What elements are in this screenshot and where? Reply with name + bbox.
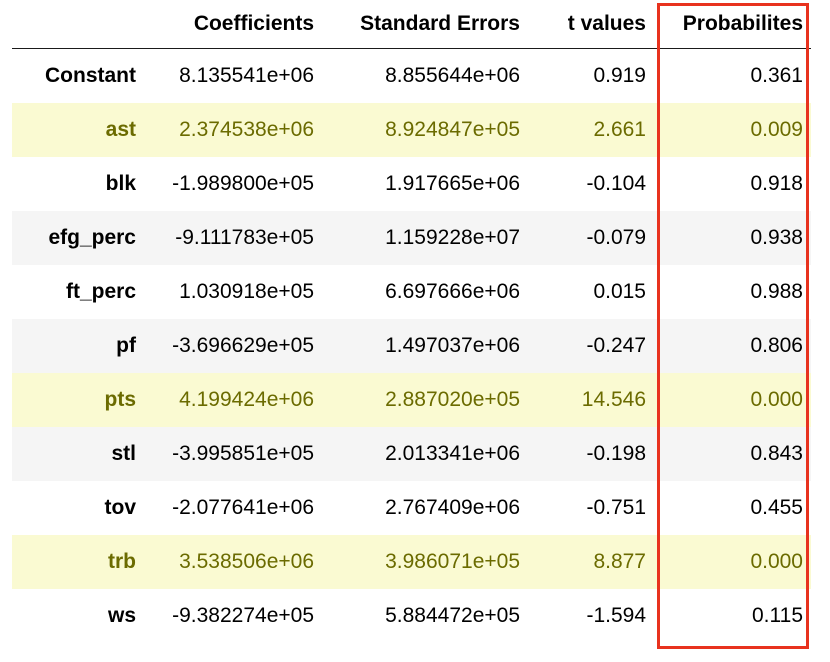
table-body: Constant 8.135541e+06 8.855644e+06 0.919 0.3… [12,48,811,643]
probability-cell: 0.000 [750,387,803,411]
row-label: ast [105,117,136,141]
row-label: pts [104,387,137,411]
standard-error-cell: 1.497037e+06 [385,333,520,357]
t-value-cell: 2.661 [593,117,646,141]
t-value-cell: -0.751 [586,495,646,519]
probability-cell: 0.988 [750,279,803,303]
t-value-cell: 0.015 [593,279,646,303]
standard-error-cell: 3.986071e+05 [385,549,520,573]
probability-cell: 0.455 [750,495,803,519]
coefficient-cell: -9.382274e+05 [172,603,314,627]
probability-cell: 0.918 [750,171,803,195]
t-value-cell: -0.104 [586,171,646,195]
table-row: pf -3.696629e+05 1.497037e+06 -0.247 0.806 [12,318,811,373]
row-label: Constant [45,63,136,87]
row-label: efg_perc [48,225,136,249]
standard-error-cell: 1.159228e+07 [385,225,520,249]
probability-cell: 0.000 [750,549,803,573]
coefficient-cell: 3.538506e+06 [179,549,314,573]
table-row: stl -3.995851e+05 2.013341e+06 -0.198 0.843 [12,426,811,481]
t-value-cell: -0.247 [586,333,646,357]
t-value-cell: -0.198 [586,441,646,465]
t-value-cell: -1.594 [586,603,646,627]
standard-error-cell: 8.924847e+05 [385,117,520,141]
header-standard-errors: Standard Errors [322,0,528,49]
table-row: trb 3.538506e+06 3.986071e+05 8.877 0.000 [12,534,811,589]
standard-error-cell: 1.917665e+06 [385,171,520,195]
t-value-cell: 8.877 [593,549,646,573]
row-label: tov [104,495,137,519]
coefficient-cell: -3.696629e+05 [172,333,314,357]
header-probabilites: Probabilites [654,0,811,49]
row-label: trb [108,549,136,573]
coefficient-cell: -1.989800e+05 [172,171,314,195]
header-coefficients: Coefficients [144,0,322,49]
header-row: Coefficients Standard Errors t values Pr… [12,0,811,49]
row-label: stl [111,441,136,465]
coefficient-cell: -2.077641e+06 [172,495,314,519]
standard-error-cell: 2.767409e+06 [385,495,520,519]
probability-cell: 0.361 [750,63,803,87]
standard-error-cell: 2.887020e+05 [385,387,520,411]
row-label: pf [116,333,136,357]
coefficient-cell: -3.995851e+05 [172,441,314,465]
standard-error-cell: 2.013341e+06 [385,441,520,465]
probability-cell: 0.806 [750,333,803,357]
standard-error-cell: 8.855644e+06 [385,63,520,87]
regression-results-table: Coefficients Standard Errors t values Pr… [12,0,811,643]
t-value-cell: 14.546 [581,387,646,411]
row-label: ws [107,603,136,627]
table-row: ws -9.382274e+05 5.884472e+05 -1.594 0.115 [12,588,811,643]
header-index [12,0,144,49]
probability-cell: 0.115 [752,603,803,627]
row-label: blk [105,171,136,195]
probability-cell: 0.009 [750,117,803,141]
probability-cell: 0.843 [750,441,803,465]
table-row: ft_perc 1.030918e+05 6.697666e+06 0.015 0.98… [12,264,811,319]
probability-cell: 0.938 [750,225,803,249]
t-value-cell: -0.079 [586,225,646,249]
standard-error-cell: 5.884472e+05 [385,603,520,627]
row-label: ft_perc [65,279,136,303]
table-row: pts 4.199424e+06 2.887020e+05 14.546 0.000 [12,372,811,427]
coefficient-cell: -9.111783e+05 [175,225,314,249]
table-row: efg_perc -9.111783e+05 1.159228e+07 -0.079 0… [12,210,811,265]
coefficient-cell: 4.199424e+06 [179,387,314,411]
table-row: tov -2.077641e+06 2.767409e+06 -0.751 0.455 [12,480,811,535]
header-t-values: t values [528,0,654,49]
t-value-cell: 0.919 [593,63,646,87]
table-row: ast 2.374538e+06 8.924847e+05 2.661 0.009 [12,102,811,157]
table-row: Constant 8.135541e+06 8.855644e+06 0.919 0.3… [12,48,811,103]
table-row: blk -1.989800e+05 1.917665e+06 -0.104 0.918 [12,156,811,211]
coefficient-cell: 8.135541e+06 [179,63,314,87]
table-header: Coefficients Standard Errors t values Pr… [12,0,811,49]
coefficient-cell: 1.030918e+05 [179,279,314,303]
coefficient-cell: 2.374538e+06 [179,117,314,141]
standard-error-cell: 6.697666e+06 [385,279,520,303]
